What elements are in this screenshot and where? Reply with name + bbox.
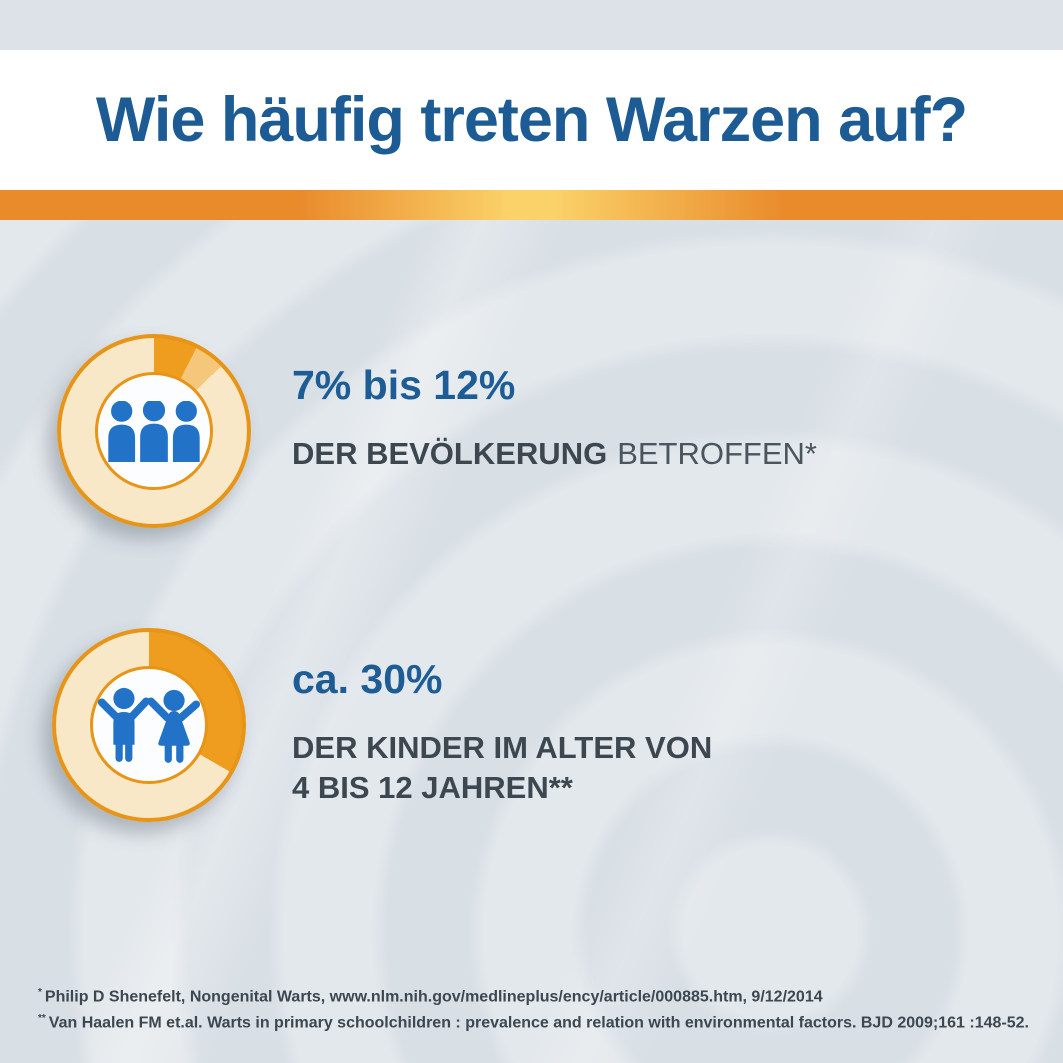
stat-value: 7% bis 12% (292, 362, 516, 408)
header: Wie häufig treten Warzen auf? (0, 50, 1063, 190)
footnote-1: * Philip D Shenefelt, Nongenital Warts, w… (38, 982, 1029, 1008)
stat-description: DER BEVÖLKERUNG BETROFFEN* (292, 434, 817, 474)
donut-chart-population (57, 334, 251, 528)
stat-description-line2: 4 BIS 12 JAHREN** (292, 770, 573, 805)
footnote-2-text: Van Haalen FM et.al. Warts in primary sc… (48, 1014, 1029, 1032)
stat-block-children: ca. 30% DER KINDER IM ALTER VON 4 BIS 12… (292, 658, 712, 808)
footnote-1-text: Philip D Shenefelt, Nongenital Warts, ww… (44, 988, 823, 1006)
page-title: Wie häufig treten Warzen auf? (95, 85, 968, 155)
donut-chart-children (52, 628, 246, 822)
children-icon (97, 687, 201, 763)
group-icon (108, 400, 200, 462)
footnote-2: ** Van Haalen FM et.al. Warts in primary … (38, 1008, 1029, 1034)
donut-inner-circle (95, 372, 213, 490)
footnotes: * Philip D Shenefelt, Nongenital Warts, w… (38, 982, 1029, 1035)
footnote-2-marker: ** (38, 1013, 46, 1025)
top-strip (0, 0, 1063, 50)
stat-description-regular: BETROFFEN* (617, 436, 817, 471)
stat-description-bold: DER BEVÖLKERUNG (292, 436, 608, 471)
stat-value: ca. 30% (292, 656, 443, 702)
stat-description: DER KINDER IM ALTER VON 4 BIS 12 JAHREN*… (292, 728, 712, 808)
donut-inner-circle (90, 666, 208, 784)
footnote-1-marker: * (38, 987, 42, 998)
stat-description-line1: DER KINDER IM ALTER VON (292, 730, 713, 765)
stat-block-population: 7% bis 12% DER BEVÖLKERUNG BETROFFEN* (292, 364, 817, 474)
accent-bar (0, 190, 1063, 220)
